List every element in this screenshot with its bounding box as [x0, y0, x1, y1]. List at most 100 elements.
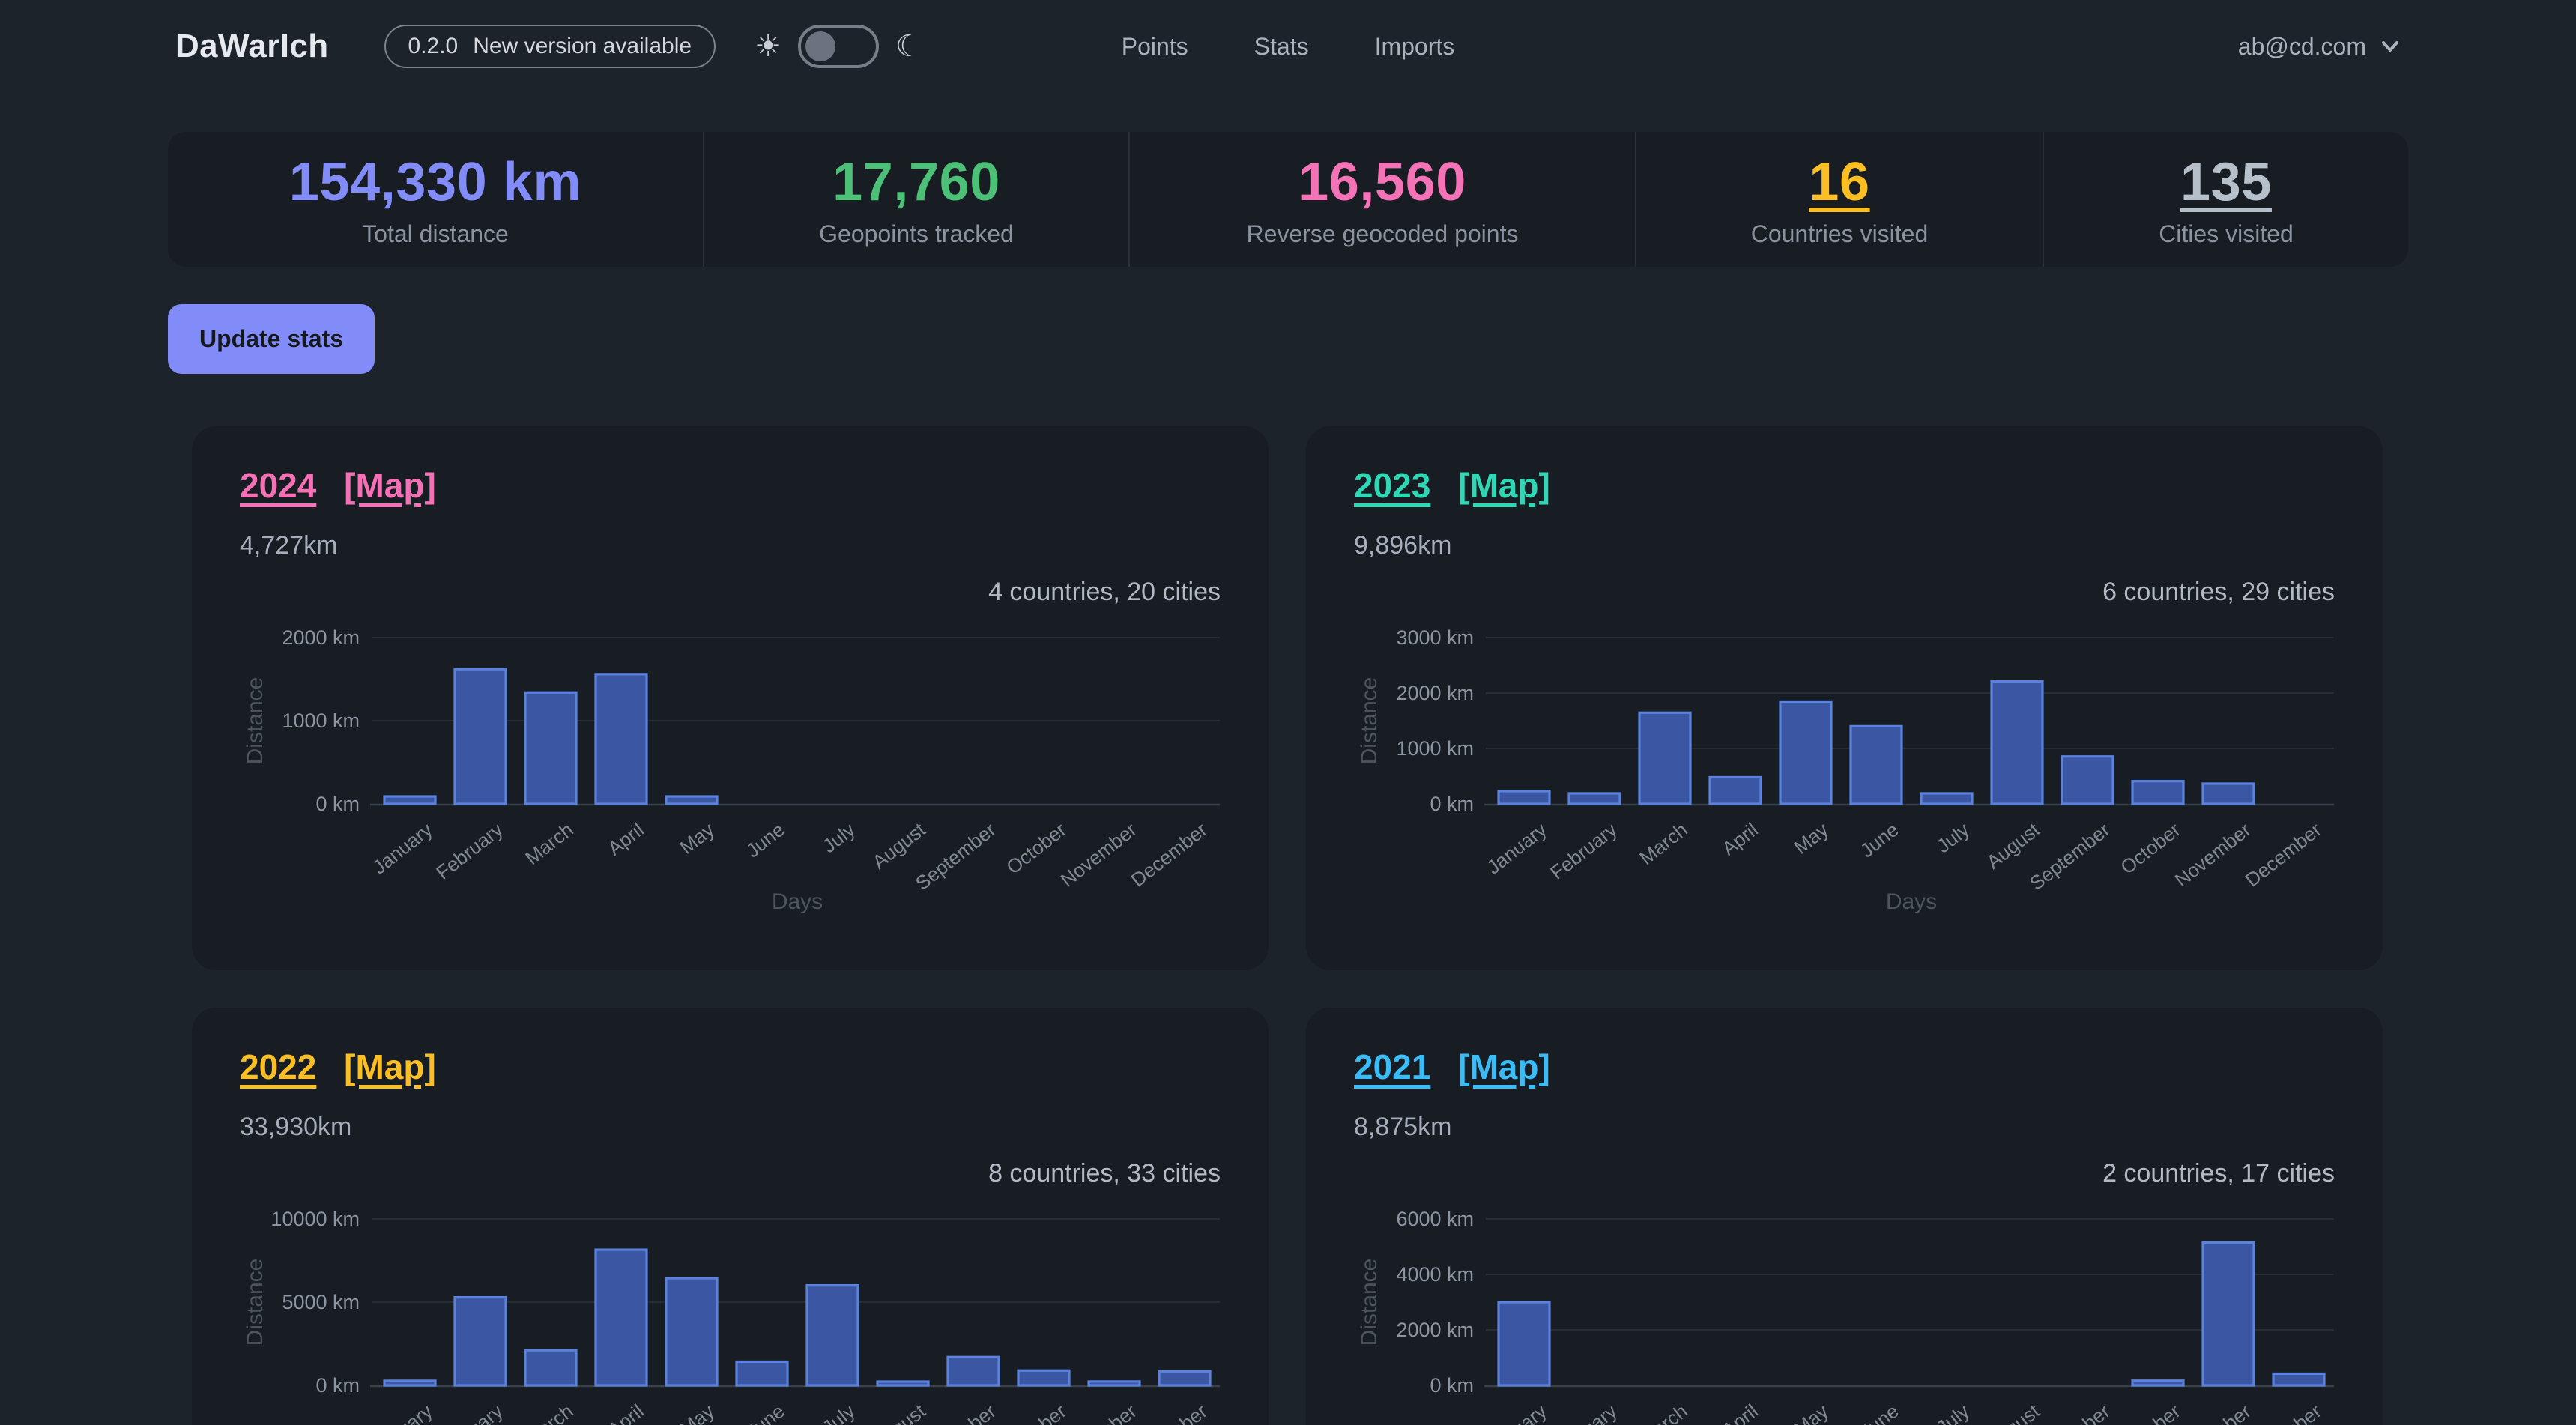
distance-bar-april	[594, 673, 648, 805]
distance-bar-august	[1990, 680, 2044, 805]
distance-bar-february	[453, 1295, 507, 1387]
y-axis-title: Distance	[243, 1259, 267, 1346]
month-label: March	[1635, 1400, 1691, 1425]
month-label: June	[1856, 818, 1903, 862]
y-tick-label: 1000 km	[282, 710, 360, 732]
y-tick-label: 0 km	[315, 1374, 360, 1397]
month-label: June	[1856, 1400, 1903, 1425]
nav-item-stats[interactable]: Stats	[1254, 32, 1309, 60]
year-link[interactable]: 2022	[240, 1047, 317, 1086]
distance-bar-november	[2201, 1241, 2255, 1387]
stat-cities-value[interactable]: 135	[2180, 151, 2272, 212]
month-label: January	[1482, 818, 1550, 879]
month-label: October	[1002, 1400, 1071, 1425]
y-tick-label: 4000 km	[1396, 1263, 1474, 1286]
map-link[interactable]: [Map]	[1458, 1047, 1550, 1086]
map-link[interactable]: [Map]	[1458, 466, 1550, 505]
month-label: February	[432, 1400, 507, 1425]
year-link[interactable]: 2023	[1354, 466, 1431, 505]
month-label: May	[676, 818, 719, 859]
distance-bar-february	[1567, 792, 1621, 805]
month-label: February	[1546, 818, 1621, 884]
card-title: 2022 [Map]	[240, 1047, 436, 1087]
year-card-2024: 2024 [Map] 4,727km 4 countries, 20 citie…	[192, 426, 1269, 970]
year-card-2022: 2022 [Map] 33,930km 8 countries, 33 citi…	[192, 1008, 1269, 1425]
stat-reverse-geocoded-label: Reverse geocoded points	[1246, 220, 1519, 247]
stat-geopoints: 17,760 Geopoints tracked	[703, 132, 1128, 267]
y-tick-label: 5000 km	[282, 1291, 360, 1313]
stat-cities-label: Cities visited	[2159, 220, 2294, 247]
month-label: April	[603, 1400, 647, 1425]
y-tick-label: 0 km	[1430, 793, 1474, 815]
month-label: January	[1482, 1400, 1550, 1425]
countries-cities-summary: 6 countries, 29 cities	[2102, 578, 2335, 606]
year-link[interactable]: 2024	[240, 466, 317, 505]
year-distance: 9,896km	[1354, 531, 1452, 560]
distance-bar-september	[946, 1355, 1000, 1387]
version-number: 0.2.0	[408, 34, 459, 58]
month-label: December	[2241, 818, 2326, 892]
month-label: February	[432, 818, 507, 884]
stat-geopoints-value: 17,760	[832, 151, 1000, 212]
month-label: July	[1932, 818, 1974, 857]
map-link[interactable]: [Map]	[344, 1047, 436, 1086]
year-card-2021: 2021 [Map] 8,875km 2 countries, 17 citie…	[1306, 1008, 2383, 1425]
month-label: March	[1635, 818, 1691, 869]
moon-icon: ☾	[895, 30, 922, 63]
stat-countries-value[interactable]: 16	[1809, 151, 1870, 212]
nav-item-imports[interactable]: Imports	[1374, 32, 1455, 60]
nav-item-points[interactable]: Points	[1121, 32, 1188, 60]
distance-bar-april	[594, 1248, 648, 1387]
distance-bar-november	[1087, 1380, 1141, 1387]
version-badge[interactable]: 0.2.0 New version available	[384, 25, 716, 68]
app-logo: DaWarIch	[175, 28, 329, 64]
y-tick-label: 2000 km	[1396, 1319, 1474, 1341]
distance-bar-february	[453, 668, 507, 805]
month-label: January	[368, 1400, 436, 1425]
distance-bar-december	[2272, 1372, 2326, 1387]
countries-cities-summary: 4 countries, 20 cities	[988, 578, 1221, 606]
theme-toggle[interactable]	[797, 25, 879, 68]
month-label: June	[742, 818, 789, 862]
x-axis-title: Days	[1886, 889, 1937, 914]
y-tick-label: 0 km	[1430, 1374, 1474, 1397]
month-label: April	[1717, 1400, 1762, 1425]
month-label: December	[1127, 1400, 1212, 1425]
map-link[interactable]: [Map]	[344, 466, 436, 505]
month-label: June	[742, 1400, 789, 1425]
year-link[interactable]: 2021	[1354, 1047, 1431, 1086]
update-stats-button[interactable]: Update stats	[168, 304, 375, 374]
distance-chart-2023: 0 km 1000 km 2000 km 3000 km JanuaryFebruary…	[1357, 626, 2334, 914]
stat-reverse-geocoded-value: 16,560	[1298, 151, 1466, 212]
distance-bar-november	[2201, 782, 2255, 805]
distance-bar-january	[1497, 790, 1551, 805]
y-axis-title: Distance	[1357, 677, 1382, 765]
month-label: August	[868, 1400, 930, 1425]
countries-cities-summary: 2 countries, 17 cities	[2102, 1159, 2335, 1188]
distance-bar-july	[805, 1283, 859, 1387]
month-label: November	[2171, 1400, 2255, 1425]
month-label: February	[1546, 1400, 1621, 1425]
distance-bar-march	[524, 1349, 578, 1387]
stat-countries: 16 Countries visited	[1635, 132, 2043, 267]
user-menu[interactable]: ab@cd.com	[2238, 33, 2401, 61]
distance-bar-october	[2131, 1379, 2185, 1387]
distance-bar-december	[1158, 1370, 1212, 1387]
distance-bar-october	[1017, 1369, 1071, 1387]
distance-bar-january	[1497, 1301, 1551, 1387]
y-tick-label: 10000 km	[270, 1208, 360, 1230]
month-label: May	[676, 1400, 719, 1425]
month-label: August	[1982, 1400, 2044, 1425]
distance-bar-october	[2131, 780, 2185, 805]
distance-bar-january	[383, 1379, 437, 1387]
theme-switcher: ☀ ☾	[755, 25, 922, 68]
month-label: January	[368, 818, 436, 879]
distance-bar-june	[735, 1360, 789, 1387]
y-tick-label: 6000 km	[1396, 1208, 1474, 1230]
y-tick-label: 2000 km	[1396, 682, 1474, 704]
card-title: 2024 [Map]	[240, 465, 436, 506]
user-email: ab@cd.com	[2237, 32, 2366, 60]
year-distance: 4,727km	[240, 531, 338, 560]
